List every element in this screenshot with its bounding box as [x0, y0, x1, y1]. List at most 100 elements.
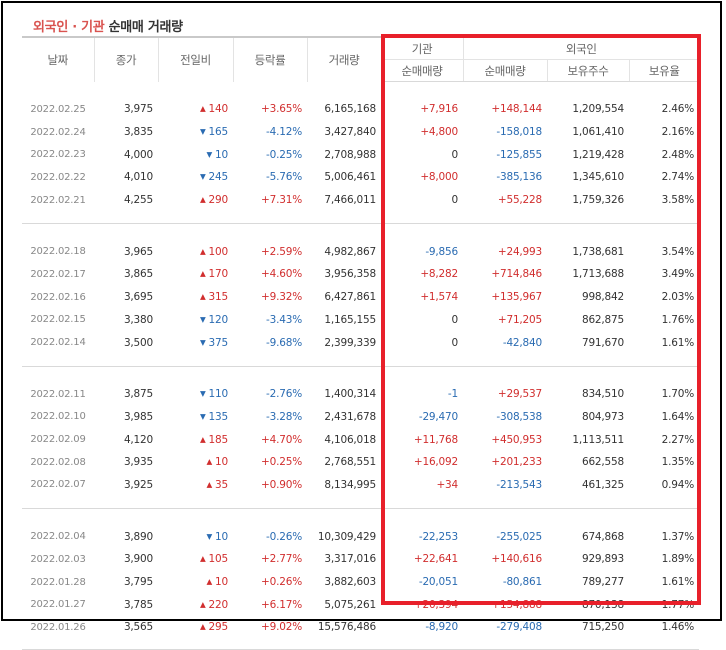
date-cell: 2022.02.11 — [30, 388, 86, 400]
table-row: 2022.02.09 4,120 ▲ 185 +4.70% 4,106,018 +11,76… — [22, 428, 699, 451]
volume-cell: 7,466,011 — [324, 194, 376, 207]
foreign-hold-cell: 1,713,688 — [572, 268, 624, 281]
foreign-net-cell: +154,888 — [491, 598, 542, 611]
rate-cell: +9.32% — [261, 291, 302, 304]
change-cell: ▼ 165 — [199, 126, 228, 139]
volume-cell: 1,400,314 — [324, 388, 376, 401]
rate-cell: +2.77% — [261, 553, 302, 566]
col-foreign-ratio-header[interactable]: 보유율 — [628, 59, 700, 82]
row-spacer — [22, 366, 699, 383]
rate-cell: -4.12% — [266, 126, 302, 139]
inst-net-cell: -1 — [447, 388, 458, 401]
date-cell: 2022.02.16 — [30, 291, 86, 303]
date-cell: 2022.01.27 — [30, 599, 86, 611]
foreign-net-cell: -158,018 — [496, 126, 542, 139]
col-rate-header[interactable]: 등락률 — [232, 36, 307, 82]
foreign-net-cell: +71,205 — [497, 313, 542, 326]
foreign-hold-cell: 998,842 — [581, 291, 624, 304]
volume-cell: 5,075,261 — [324, 598, 376, 611]
close-cell: 3,865 — [123, 268, 153, 281]
close-cell: 3,935 — [123, 456, 153, 469]
foreign-ratio-cell: 2.27% — [661, 433, 695, 446]
foreign-hold-cell: 929,893 — [581, 553, 624, 566]
date-cell: 2022.02.23 — [30, 149, 86, 161]
volume-cell: 3,317,016 — [324, 553, 376, 566]
down-arrow-icon: ▼ — [206, 531, 213, 541]
table-row: 2022.02.17 3,865 ▲ 170 +4.60% 3,956,358 +8,282… — [22, 263, 699, 286]
date-cell: 2022.02.18 — [30, 246, 86, 258]
inst-net-cell: +11,768 — [413, 433, 458, 446]
close-cell: 3,695 — [123, 291, 153, 304]
col-volume-header[interactable]: 거래량 — [306, 36, 381, 82]
down-arrow-icon: ▼ — [206, 149, 213, 159]
close-cell: 3,975 — [123, 103, 153, 116]
foreign-ratio-cell: 1.37% — [661, 530, 695, 543]
table-row: 2022.02.25 3,975 ▲ 140 +3.65% 6,165,168 +7,916… — [22, 98, 699, 121]
col-inst-net-header[interactable]: 순매매량 — [380, 59, 463, 82]
foreign-ratio-cell: 3.58% — [661, 194, 695, 207]
volume-cell: 6,165,168 — [324, 103, 376, 116]
change-cell: ▼ 110 — [199, 388, 228, 401]
date-cell: 2022.02.15 — [30, 314, 86, 326]
change-cell: ▲ 105 — [199, 553, 228, 566]
volume-cell: 8,134,995 — [324, 478, 376, 491]
close-cell: 3,965 — [123, 245, 153, 258]
down-arrow-icon: ▼ — [199, 389, 206, 399]
foreign-net-cell: -385,136 — [496, 171, 542, 184]
table-row: 2022.02.16 3,695 ▲ 315 +9.32% 6,427,861 +1,574… — [22, 286, 699, 309]
inst-net-cell: -9,856 — [425, 245, 458, 258]
inst-net-cell: +16,092 — [413, 456, 458, 469]
col-foreign-hold-header[interactable]: 보유주수 — [546, 59, 629, 82]
change-cell: ▲ 315 — [199, 291, 228, 304]
foreign-net-cell: +714,846 — [491, 268, 542, 281]
date-cell: 2022.02.07 — [30, 479, 86, 491]
date-cell: 2022.02.04 — [30, 531, 86, 543]
rate-cell: -3.28% — [266, 410, 302, 423]
foreign-ratio-cell: 0.94% — [661, 478, 695, 491]
inst-net-cell: +34 — [436, 478, 458, 491]
table-row: 2022.02.21 4,255 ▲ 290 +7.31% 7,466,011 0 +55,2… — [22, 189, 699, 212]
volume-cell: 2,768,551 — [324, 456, 376, 469]
foreign-ratio-cell: 3.54% — [661, 245, 695, 258]
foreign-hold-cell: 1,113,511 — [572, 433, 624, 446]
date-cell: 2022.02.25 — [30, 103, 86, 115]
rate-cell: +6.17% — [261, 598, 302, 611]
col-date-header[interactable]: 날짜 — [22, 36, 94, 82]
volume-cell: 3,427,840 — [324, 126, 376, 139]
col-close-header[interactable]: 종가 — [93, 36, 158, 82]
up-arrow-icon: ▲ — [199, 269, 206, 279]
inst-net-cell: +8,282 — [420, 268, 458, 281]
col-change-header[interactable]: 전일비 — [157, 36, 233, 82]
date-cell: 2022.01.26 — [30, 621, 86, 633]
table-row: 2022.02.10 3,985 ▼ 135 -3.28% 2,431,678 -29,47… — [22, 406, 699, 429]
foreign-net-cell: +29,537 — [497, 388, 542, 401]
spacer-cell — [22, 366, 699, 383]
table-row: 2022.02.04 3,890 ▼ 10 -0.26% 10,309,429 -22,25… — [22, 525, 699, 548]
down-arrow-icon: ▼ — [199, 314, 206, 324]
title-rest: 순매매 거래량 — [104, 20, 184, 35]
up-arrow-icon: ▲ — [199, 246, 206, 256]
inst-net-cell: +4,800 — [420, 126, 458, 139]
foreign-hold-cell: 791,670 — [581, 336, 624, 349]
down-arrow-icon: ▼ — [199, 337, 206, 347]
rate-cell: +4.70% — [261, 433, 302, 446]
title-highlight: 외국인 · 기관 — [33, 20, 105, 35]
change-cell: ▲ 35 — [206, 478, 228, 491]
table-row: 2022.02.03 3,900 ▲ 105 +2.77% 3,317,016 +22,64… — [22, 548, 699, 571]
foreign-ratio-cell: 1.46% — [661, 621, 695, 634]
foreign-net-cell: +24,993 — [497, 245, 542, 258]
table-row: 2022.01.28 3,795 ▲ 10 +0.26% 3,882,603 -20,051… — [22, 571, 699, 594]
table-body: 2022.02.25 3,975 ▲ 140 +3.65% 6,165,168 +7,916… — [22, 82, 700, 650]
foreign-hold-cell: 789,277 — [581, 576, 624, 589]
close-cell: 3,875 — [123, 388, 153, 401]
foreign-ratio-cell: 2.46% — [661, 103, 695, 116]
foreign-net-cell: +55,228 — [497, 194, 542, 207]
foreign-ratio-cell: 1.61% — [661, 576, 695, 589]
col-foreign-net-header[interactable]: 순매매량 — [462, 59, 547, 82]
change-cell: ▼ 375 — [199, 336, 228, 349]
inst-net-cell: +8,000 — [420, 171, 458, 184]
rate-cell: -2.76% — [266, 388, 302, 401]
foreign-ratio-cell: 2.74% — [661, 171, 695, 184]
row-spacer — [22, 82, 699, 99]
foreign-ratio-cell: 1.70% — [661, 388, 695, 401]
